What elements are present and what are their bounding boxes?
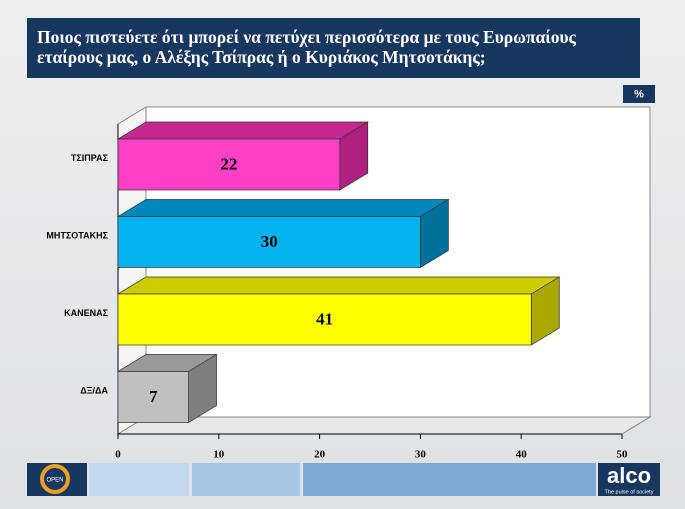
logo-box <box>598 463 660 496</box>
x-tick-label: 10 <box>213 449 225 461</box>
unit-box <box>623 85 655 103</box>
y-tick-label: ΔΞ/ΔΑ <box>80 385 108 395</box>
value-label: 22 <box>220 154 237 173</box>
x-tick-label: 20 <box>314 449 326 461</box>
bar <box>117 293 532 346</box>
y-tick-label: ΤΣΙΠΡΑΣ <box>71 153 109 163</box>
right-logo: alco <box>607 463 651 488</box>
bar <box>117 371 189 423</box>
floor <box>116 416 652 435</box>
x-tick-label: 0 <box>115 449 121 461</box>
x-tick-label: 50 <box>617 449 629 461</box>
bar <box>117 138 341 191</box>
bar-top <box>116 199 450 217</box>
value-label: 7 <box>149 387 158 406</box>
logo-ring <box>40 464 70 494</box>
y-tick-label: ΚΑΝΕΝΑΣ <box>64 308 109 318</box>
value-label: 41 <box>316 309 333 328</box>
bar-top <box>116 276 561 295</box>
bar <box>117 216 421 268</box>
y-tick-label: ΜΗΤΣΟΤΑΚΗΣ <box>46 230 108 240</box>
chart-title: Ποιος πιστεύετε ότι μπορεί να πετύχει πε… <box>27 18 640 78</box>
footer-band <box>192 463 300 496</box>
right-tagline: The pulse of society <box>605 489 654 495</box>
unit-label: % <box>634 88 644 100</box>
value-label: 30 <box>261 232 278 251</box>
x-tick-label: 40 <box>516 449 528 461</box>
footer-band <box>89 463 189 496</box>
left-logo: OPEN <box>46 478 63 484</box>
bar-top <box>116 121 370 140</box>
x-tick-label: 30 <box>415 449 427 461</box>
footer-band <box>303 463 596 496</box>
